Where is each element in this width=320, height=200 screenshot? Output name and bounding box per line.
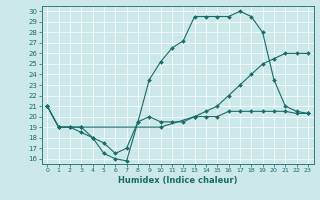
X-axis label: Humidex (Indice chaleur): Humidex (Indice chaleur) — [118, 176, 237, 185]
